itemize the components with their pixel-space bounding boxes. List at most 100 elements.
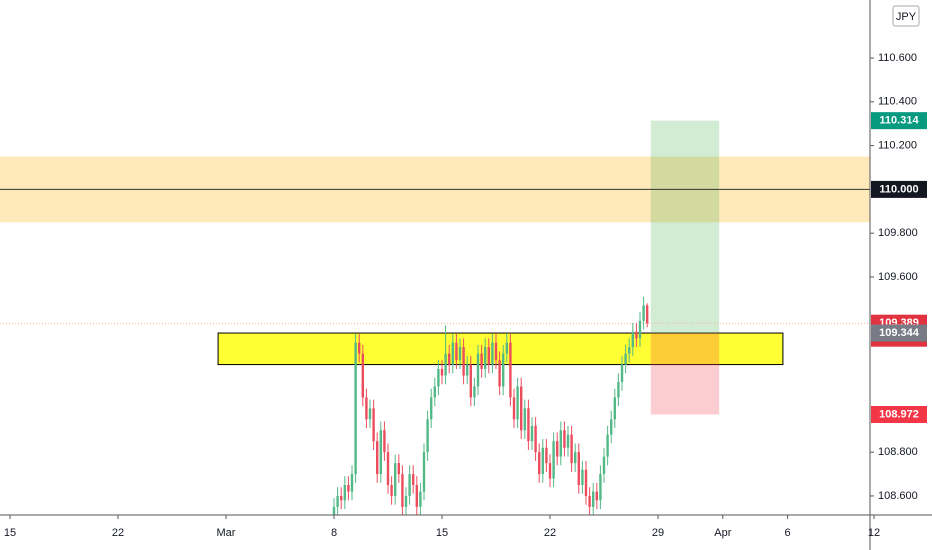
candle-body [340,495,343,501]
x-tick-label: 12 [868,527,880,539]
candle-body [455,342,458,361]
candle-body [368,408,372,420]
candle-body [372,408,375,442]
price-label-box [871,180,927,198]
y-tick-label: 109.800 [878,227,918,239]
candle-body [361,353,365,398]
candle-body [494,342,498,361]
candle-body [545,447,548,464]
candle-body [541,447,545,475]
candle-body [538,452,541,475]
price-label-box [871,405,927,423]
candle-body [350,474,354,492]
candle-body [401,474,404,507]
candle-body [433,386,437,398]
candle-body [480,353,483,369]
candle-body [394,463,397,496]
candle-body [563,430,566,448]
price-label: 110.314 [879,115,919,127]
candle-body [440,368,444,376]
currency-box[interactable] [892,5,920,27]
x-tick-label: 15 [436,527,448,539]
candle-body [437,368,440,387]
candle-body [469,364,473,398]
candle-body [473,386,476,398]
candle-body [458,347,462,361]
x-tick-label: 6 [785,527,791,539]
candle-body [559,430,563,457]
y-tick-label: 108.600 [878,490,918,502]
candle-body [570,434,573,464]
candle-body [426,419,429,453]
candle-body [386,452,390,486]
candle-body [415,485,419,507]
y-tick-label: 110.400 [878,96,917,108]
x-tick-label: 22 [544,527,556,539]
candle-body [332,506,336,515]
candle-body [383,430,386,453]
candle-body [588,495,591,507]
candle-body [509,342,512,398]
candle-body [365,397,368,420]
x-tick-label: 29 [652,527,664,539]
candle-body [444,353,447,376]
candle-body [627,347,631,354]
candle-body [599,474,602,501]
candle-body [523,408,527,431]
candle-body [606,434,609,457]
candle-body [527,408,530,442]
axes: 108.600 108.800 109.600 109.800 110.200 110.4… [4,52,927,539]
candle-body [347,485,350,492]
candle-body [512,397,516,420]
candle-body [505,342,509,354]
candle-body [412,474,415,486]
candle-body [609,419,613,435]
candle-body [577,452,581,486]
candle-body [390,485,393,496]
candle-body [635,331,638,339]
candle-body [376,441,379,475]
candle-body [404,495,408,507]
candle-body [595,491,598,501]
candle-body [343,485,347,501]
y-tick-label: 110.200 [878,140,917,152]
candle-body [484,347,487,369]
candle-body [617,382,620,398]
candle-body [476,353,480,387]
candle-body [358,342,361,354]
candle-body [502,353,505,387]
x-tick-label: Apr [714,527,731,539]
candle-body [620,364,624,383]
y-tick-label: 108.800 [878,446,918,458]
y-tick-label: 109.600 [878,271,918,283]
y-tick-label: 110.600 [878,52,917,64]
price-label: 109.344 [879,327,920,339]
candle-body [419,491,422,507]
candle-body [602,456,606,475]
currency: JPY [896,11,917,23]
candle-body [516,386,519,420]
candle-body [462,347,465,376]
candle-body [581,469,584,486]
candle-body [584,469,588,496]
candle-body [422,452,426,492]
candles [332,296,649,515]
zone [217,332,784,366]
price-label-box [871,324,927,342]
candle-body [466,364,469,376]
zones [0,120,870,415]
candle-body [379,430,383,475]
candle-body [498,360,501,387]
candle-body [520,386,523,431]
candle-body [613,397,616,420]
candle-body [624,353,627,365]
price-label-box [871,112,927,130]
candle-body [591,491,595,507]
candle-body [534,425,537,453]
price-label: 110.000 [879,183,918,195]
candle-body [645,305,649,324]
candle-body [642,305,645,321]
candle-body [530,425,534,442]
